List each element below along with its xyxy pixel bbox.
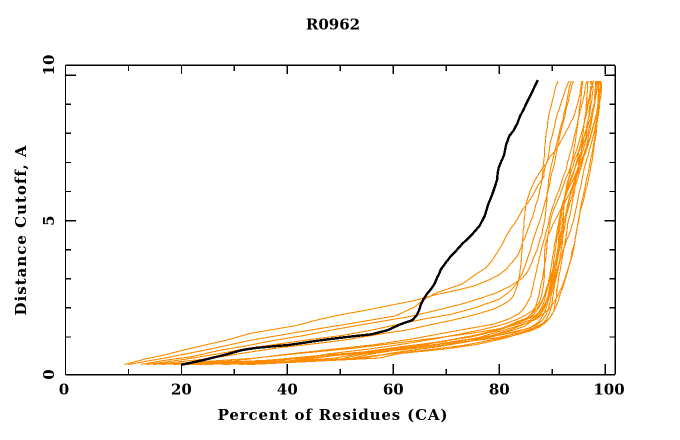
- curve-model-16: [222, 80, 600, 366]
- y-tick-label-0: 0: [40, 369, 58, 379]
- x-tick-label-100: 100: [593, 381, 624, 399]
- curve-model-2: [128, 80, 570, 366]
- curve-native-or-best-model: [181, 79, 539, 366]
- x-tick-labels: 0 20 40 60 80 100: [59, 381, 625, 399]
- x-tick-label-80: 80: [489, 381, 510, 399]
- curve-model-4: [146, 80, 574, 366]
- y-tick-labels: 0 5 10: [40, 55, 58, 380]
- plot-frame-and-ticks: [64, 64, 616, 376]
- x-tick-label-20: 20: [171, 381, 192, 399]
- y-tick-label-5: 5: [40, 215, 58, 225]
- curve-model-5: [153, 80, 582, 366]
- curve-model-3: [140, 80, 572, 366]
- y-axis-label: Distance Cutoff, A: [12, 144, 30, 315]
- y-tick-label-10: 10: [40, 55, 58, 76]
- x-axis-label: Percent of Residues (CA): [218, 406, 449, 424]
- curve-model-9: [189, 80, 592, 366]
- curve-model-10: [185, 80, 594, 366]
- curve-model-12: [194, 80, 595, 366]
- x-tick-label-60: 60: [383, 381, 404, 399]
- x-tick-label-0: 0: [59, 381, 69, 399]
- x-tick-label-40: 40: [277, 381, 298, 399]
- plot-title: R0962: [306, 16, 360, 34]
- curve-model-8: [172, 80, 590, 366]
- curve-model-11: [203, 80, 595, 366]
- curve-model-1: [124, 80, 559, 366]
- curve-model-6: [160, 80, 584, 366]
- model-curves: [124, 79, 603, 366]
